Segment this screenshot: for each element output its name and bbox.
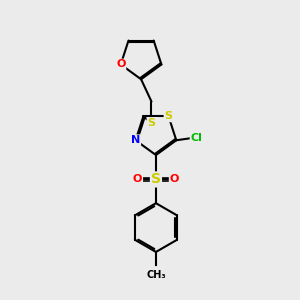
Text: O: O (133, 174, 142, 184)
Text: O: O (170, 174, 179, 184)
Text: S: S (151, 172, 161, 186)
Text: Cl: Cl (190, 133, 202, 143)
Text: S: S (148, 118, 155, 128)
Text: N: N (131, 135, 140, 145)
Text: S: S (164, 111, 172, 121)
Text: CH₃: CH₃ (146, 270, 166, 280)
Text: O: O (116, 59, 125, 70)
